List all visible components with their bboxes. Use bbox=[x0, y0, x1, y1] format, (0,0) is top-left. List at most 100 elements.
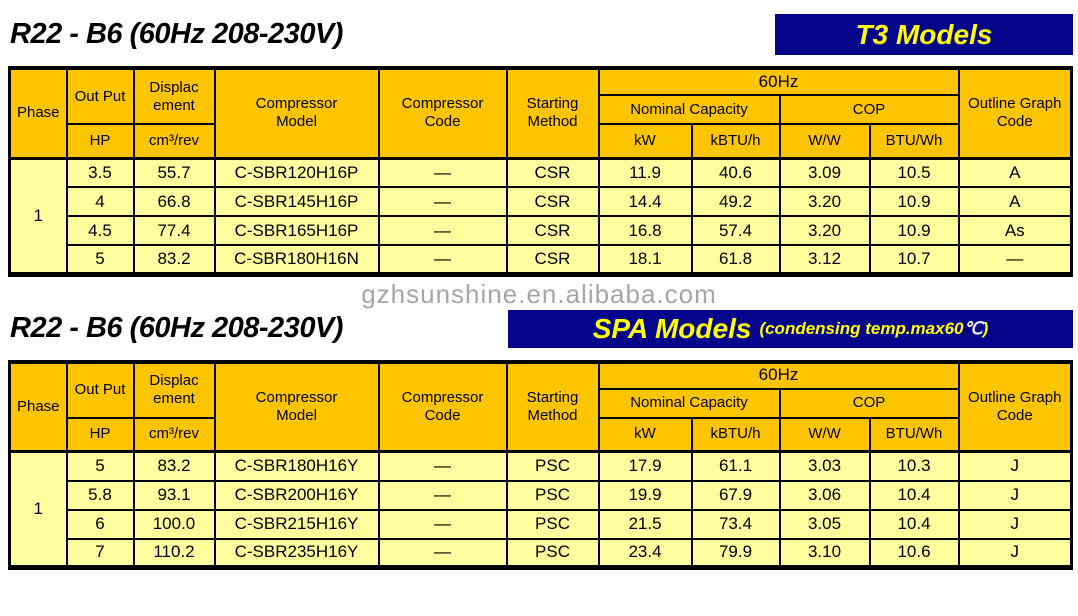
header-cm3rev: cm³/rev bbox=[132, 416, 216, 453]
table-row: 7 110.2 C-SBR235H16Y — PSC 23.4 79.9 3.10 10.6 J bbox=[10, 537, 1073, 569]
table-cell: 83.2 bbox=[132, 450, 216, 482]
degree-celsius-symbol: ℃ bbox=[963, 318, 983, 338]
table-cell: — bbox=[377, 537, 508, 569]
table-cell: CSR bbox=[505, 215, 600, 246]
table-row: 1 5 83.2 C-SBR180H16Y — PSC 17.9 61.1 3.03 10.3 J bbox=[8, 450, 1073, 569]
table-cell: 40.6 bbox=[690, 157, 781, 188]
header-kbtuh: kBTU/h bbox=[690, 123, 781, 159]
table-cell: 10.5 bbox=[868, 157, 960, 188]
header-displacement: Displac ement bbox=[132, 67, 216, 125]
header-compressor-code: Compressor Code bbox=[377, 67, 508, 159]
table-cell: C-SBR180H16N bbox=[213, 244, 380, 275]
header-btuwh: BTU/Wh bbox=[868, 123, 960, 159]
table-cell: 93.1 bbox=[132, 479, 216, 511]
table-cell: 4 bbox=[65, 186, 135, 217]
table-cell: 21.5 bbox=[597, 508, 693, 540]
header-kw: kW bbox=[597, 123, 693, 159]
table-cell: 10.4 bbox=[868, 479, 960, 511]
table-cell: 3.12 bbox=[778, 244, 871, 275]
table-cell: 10.9 bbox=[868, 215, 960, 246]
table-cell: C-SBR200H16Y bbox=[213, 479, 380, 511]
badge-note: (condensing temp.max60℃) bbox=[759, 318, 989, 338]
table-cell: 61.8 bbox=[690, 244, 781, 275]
header-starting-method: Starting Method bbox=[505, 360, 600, 453]
table-cell: C-SBR235H16Y bbox=[213, 537, 380, 569]
header-ww: W/W bbox=[778, 123, 871, 159]
table-cell: 5 bbox=[65, 450, 135, 482]
header-output: Out Put bbox=[65, 67, 135, 125]
table-cell: 23.4 bbox=[597, 537, 693, 569]
table-cell: — bbox=[377, 508, 508, 540]
table-cell: 14.4 bbox=[597, 186, 693, 217]
phase-value: 1 bbox=[8, 450, 68, 569]
table-cell: 10.6 bbox=[868, 537, 960, 569]
table-cell: 66.8 bbox=[132, 186, 216, 217]
table-row: 1 3.5 55.7 C-SBR120H16P — CSR 11.9 40.6 3.09 10.5… bbox=[8, 157, 1073, 275]
table-row: 5 83.2 C-SBR180H16N — CSR 18.1 61.8 3.12 10.7— bbox=[10, 244, 1073, 275]
table-cell: 7 bbox=[65, 537, 135, 569]
header-output: Out Put bbox=[65, 360, 135, 419]
table-cell: 10.7 bbox=[868, 244, 960, 275]
table-cell: J bbox=[957, 537, 1073, 569]
table-cell: 18.1 bbox=[597, 244, 693, 275]
header-outline-graph-code: Outline Graph Code bbox=[957, 67, 1073, 159]
section-header-t3: R22 - B6 (60Hz 208-230V) T3 Models bbox=[0, 14, 1078, 55]
header-kbtuh: kBTU/h bbox=[690, 416, 781, 453]
section-title: R22 - B6 (60Hz 208-230V) bbox=[10, 312, 343, 344]
table-cell: 3.20 bbox=[778, 215, 871, 246]
table-cell: 77.4 bbox=[132, 215, 216, 246]
table-cell: — bbox=[377, 215, 508, 246]
table-cell: — bbox=[957, 244, 1073, 275]
header-compressor-code: Compressor Code bbox=[377, 360, 508, 453]
table-cell: — bbox=[377, 450, 508, 482]
header-starting-method: Starting Method bbox=[505, 67, 600, 159]
watermark-text: gzhsunshine.en.alibaba.com bbox=[361, 278, 717, 309]
table-cell: PSC bbox=[505, 537, 600, 569]
table-cell: 3.5 bbox=[65, 157, 135, 188]
table-cell: 17.9 bbox=[597, 450, 693, 482]
table-cell: J bbox=[957, 450, 1073, 482]
table-cell: J bbox=[957, 508, 1073, 540]
table-cell: 10.9 bbox=[868, 186, 960, 217]
table-row: 5.8 93.1 C-SBR200H16Y — PSC 19.9 67.9 3.06 10.4 J bbox=[10, 479, 1073, 511]
header-kw: kW bbox=[597, 416, 693, 453]
header-hp: HP bbox=[65, 416, 135, 453]
table-cell: PSC bbox=[505, 508, 600, 540]
header-nominal-capacity: Nominal Capacity bbox=[597, 387, 781, 419]
header-compressor-model: Compressor Model bbox=[213, 67, 380, 159]
table-cell: PSC bbox=[505, 479, 600, 511]
table-cell: 16.8 bbox=[597, 215, 693, 246]
table-cell: — bbox=[377, 479, 508, 511]
table-body: 1 3.5 55.7 C-SBR120H16P — CSR 11.9 40.6 3.09 10.5… bbox=[8, 157, 1073, 275]
table-cell: 67.9 bbox=[690, 479, 781, 511]
table-cell: C-SBR120H16P bbox=[213, 157, 380, 188]
header-phase: Phase bbox=[8, 360, 68, 453]
section-title: R22 - B6 (60Hz 208-230V) bbox=[10, 18, 343, 50]
header-displacement: Displac ement bbox=[132, 360, 216, 419]
table-row: 4.5 77.4 C-SBR165H16P — CSR 16.8 57.4 3.20 10.9 A… bbox=[10, 215, 1073, 246]
badge-label: T3 Models bbox=[855, 18, 993, 50]
table-cell: CSR bbox=[505, 157, 600, 188]
table-cell: 6 bbox=[65, 508, 135, 540]
table-cell: 10.3 bbox=[868, 450, 960, 482]
table-cell: 5 bbox=[65, 244, 135, 275]
header-compressor-model: Compressor Model bbox=[213, 360, 380, 453]
table-cell: 3.06 bbox=[778, 479, 871, 511]
table-cell: 100.0 bbox=[132, 508, 216, 540]
header-hp: HP bbox=[65, 123, 135, 159]
header-btuwh: BTU/Wh bbox=[868, 416, 960, 453]
table-cell: 3.05 bbox=[778, 508, 871, 540]
table-cell: 3.20 bbox=[778, 186, 871, 217]
table-cell: 73.4 bbox=[690, 508, 781, 540]
spec-table-spa: Phase Out Put Displac ement Compressor M… bbox=[8, 359, 1073, 570]
table-cell: 19.9 bbox=[597, 479, 693, 511]
table-cell: PSC bbox=[505, 450, 600, 482]
header-nominal-capacity: Nominal Capacity bbox=[597, 94, 781, 125]
table-cell: 79.9 bbox=[690, 537, 781, 569]
table-cell: CSR bbox=[505, 244, 600, 275]
table-row: 4 66.8 C-SBR145H16P — CSR 14.4 49.2 3.20 10.9 A bbox=[10, 186, 1073, 217]
table-cell: 3.03 bbox=[778, 450, 871, 482]
table-cell: CSR bbox=[505, 186, 600, 217]
table-cell: C-SBR215H16Y bbox=[213, 508, 380, 540]
table-cell: 55.7 bbox=[132, 157, 216, 188]
